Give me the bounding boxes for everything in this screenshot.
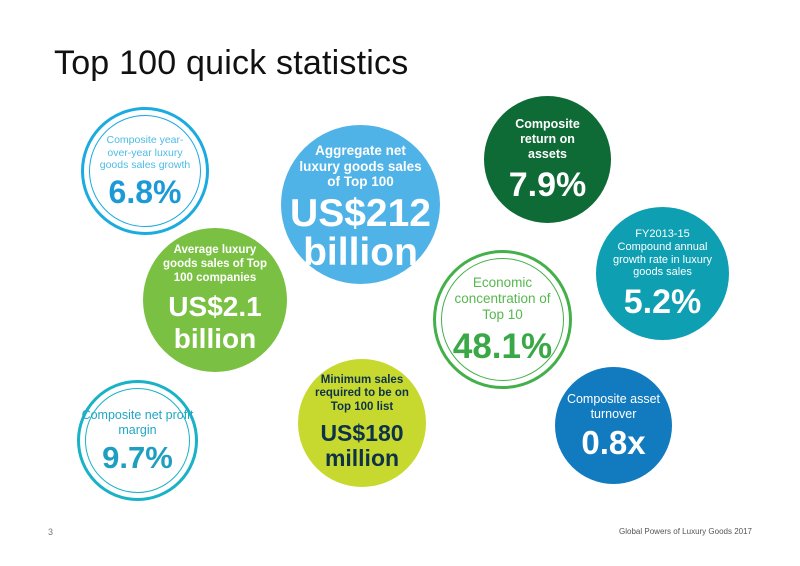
stat-value: 5.2% [623, 283, 702, 322]
stat-cagr: FY2013-15 Compound annual growth rate in… [596, 207, 729, 340]
stat-value: 7.9% [508, 165, 587, 204]
stat-label: Average luxury goods sales of Top 100 co… [163, 244, 267, 284]
stat-label: FY2013-15 Compound annual growth rate in… [612, 227, 713, 279]
stat-label: Aggregate net luxury goods sales of Top … [299, 142, 422, 190]
stat-return-on-assets: Composite return on assets 7.9% [484, 96, 611, 223]
stat-value: 0.8x [581, 423, 646, 461]
stat-aggregate-net-sales: Aggregate net luxury goods sales of Top … [281, 125, 440, 284]
stat-label: Composite net profit margin [81, 408, 194, 437]
stat-value: US$180 million [320, 419, 404, 472]
stat-label: Composite return on assets [515, 117, 580, 161]
stat-value: 48.1% [452, 326, 553, 366]
stat-value: US$2.1 billion [168, 291, 262, 355]
stat-minimum-sales: Minimum sales required to be on Top 100 … [298, 359, 426, 487]
stat-yoy-sales-growth: Composite year-over-year luxury goods sa… [81, 107, 209, 235]
stat-label: Economic concentration of Top 10 [454, 275, 551, 322]
stat-economic-concentration: Economic concentration of Top 10 48.1% [433, 250, 572, 389]
stat-net-profit-margin: Composite net profit margin 9.7% [77, 380, 198, 501]
page-title: Top 100 quick statistics [54, 44, 409, 82]
stat-label: Composite asset turnover [566, 392, 661, 421]
stat-label: Composite year-over-year luxury goods sa… [99, 134, 191, 172]
stat-average-sales: Average luxury goods sales of Top 100 co… [143, 228, 287, 372]
stat-value: 6.8% [108, 173, 182, 210]
publication-title: Global Powers of Luxury Goods 2017 [619, 527, 752, 536]
stat-value: US$212 billion [290, 192, 431, 275]
stat-label: Minimum sales required to be on Top 100 … [315, 373, 409, 414]
page-number: 3 [48, 527, 54, 537]
stat-asset-turnover: Composite asset turnover 0.8x [555, 367, 672, 484]
stat-value: 9.7% [102, 439, 173, 475]
